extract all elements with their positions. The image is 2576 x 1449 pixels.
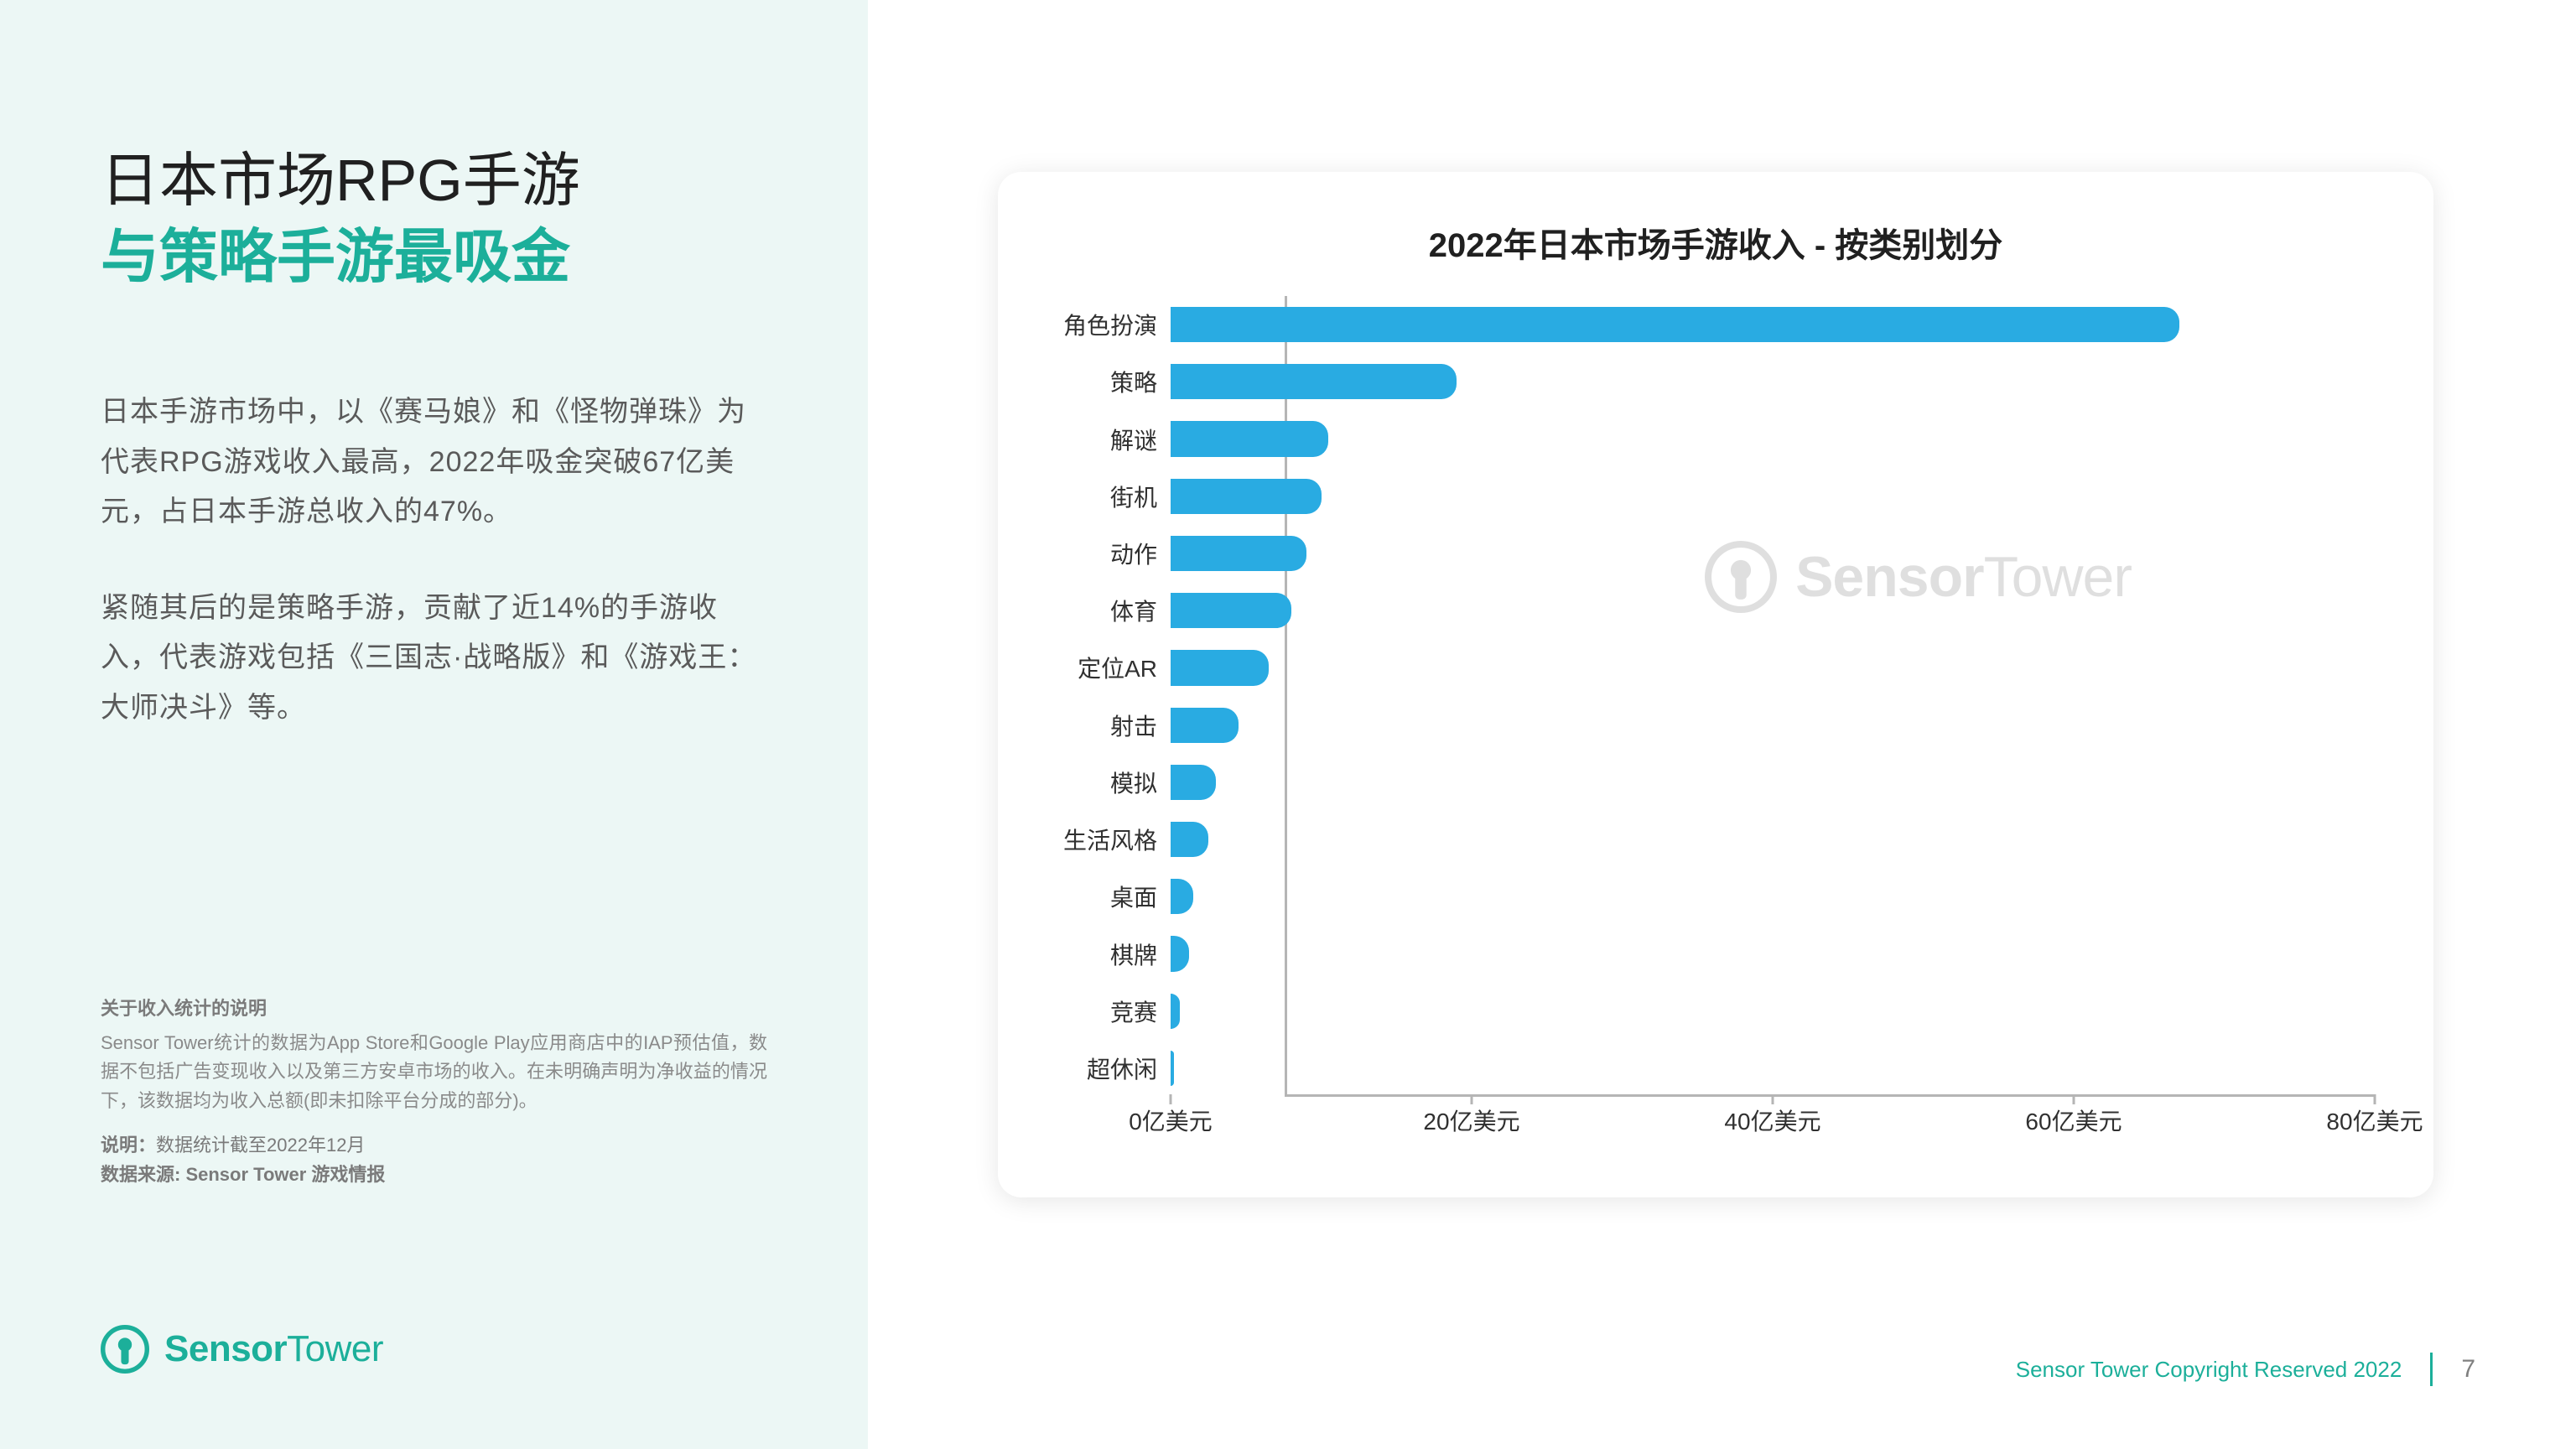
bar-label: 街机: [1110, 480, 1157, 513]
bar: [1171, 994, 1180, 1029]
brand-word-1: Sensor: [164, 1328, 287, 1369]
x-tick-label: 0亿美元: [1129, 1104, 1213, 1137]
chart-row: 定位AR: [1171, 639, 2375, 696]
bar: [1171, 708, 1239, 743]
footnotes: 关于收入统计的说明 Sensor Tower统计的数据为App Store和Go…: [101, 994, 767, 1189]
bar-label: 竞赛: [1110, 995, 1157, 1028]
bar-label: 棋牌: [1110, 937, 1157, 971]
bar-label: 生活风格: [1063, 823, 1157, 856]
bar-label: 策略: [1110, 365, 1157, 398]
notes-line-2: 数据来源: Sensor Tower 游戏情报: [101, 1160, 767, 1189]
chart-row: 体育: [1171, 582, 2375, 639]
bar: [1171, 650, 1269, 685]
paragraph-2: 紧随其后的是策略手游，贡献了近14%的手游收入，代表游戏包括《三国志·战略版》和…: [101, 584, 767, 734]
bar: [1171, 936, 1189, 971]
bar-label: 动作: [1110, 537, 1157, 570]
x-tick-label: 20亿美元: [1423, 1104, 1519, 1137]
x-tick-label: 80亿美元: [2326, 1104, 2423, 1137]
brand-logo: SensorTower: [101, 1325, 383, 1374]
bar-label: 桌面: [1110, 880, 1157, 913]
notes-line-2-value: Sensor Tower 游戏情报: [185, 1164, 385, 1185]
bar-label: 体育: [1110, 594, 1157, 627]
bar-label: 超休闲: [1087, 1052, 1157, 1085]
notes-line-1: 说明：数据统计截至2022年12月: [101, 1130, 767, 1160]
bar-label: 模拟: [1110, 766, 1157, 799]
bar: [1171, 307, 2179, 342]
bar-label: 定位AR: [1078, 651, 1157, 684]
bar: [1171, 364, 1457, 399]
chart-row: 桌面: [1171, 868, 2375, 925]
chart-row: 街机: [1171, 468, 2375, 525]
copyright-text: Sensor Tower Copyright Reserved 2022: [2016, 1357, 2402, 1383]
chart-row: 竞赛: [1171, 983, 2375, 1040]
x-tick-labels: 0亿美元20亿美元40亿美元60亿美元80亿美元: [1171, 1097, 2375, 1147]
chart-row: 策略: [1171, 353, 2375, 410]
bar: [1171, 479, 1322, 514]
notes-line-2-label: 数据来源:: [101, 1164, 185, 1185]
bar: [1171, 421, 1328, 456]
bar: [1171, 1051, 1174, 1086]
bar: [1171, 879, 1193, 914]
chart-row: 角色扮演: [1171, 296, 2375, 353]
brand-word-2: Tower: [287, 1328, 383, 1369]
notes-heading: 关于收入统计的说明: [101, 994, 767, 1021]
notes-line-1-label: 说明：: [101, 1135, 156, 1156]
bar: [1171, 536, 1306, 571]
bar-label: 射击: [1110, 709, 1157, 742]
bar: [1171, 765, 1216, 800]
notes-line-1-value: 数据统计截至2022年12月: [156, 1135, 365, 1156]
bar: [1171, 822, 1208, 857]
paragraph-1: 日本手游市场中，以《赛马娘》和《怪物弹珠》为代表RPG游戏收入最高，2022年吸…: [101, 387, 767, 538]
chart-row: 射击: [1171, 697, 2375, 754]
left-panel: 日本市场RPG手游 与策略手游最吸金 日本手游市场中，以《赛马娘》和《怪物弹珠》…: [0, 0, 868, 1449]
slide-title-line1: 日本市场RPG手游: [101, 143, 767, 219]
chart-title: 2022年日本市场手游收入 - 按类别划分: [1057, 218, 2375, 267]
slide-footer: Sensor Tower Copyright Reserved 2022 7: [2016, 1353, 2475, 1386]
notes-body: Sensor Tower统计的数据为App Store和Google Play应…: [101, 1029, 767, 1114]
footer-divider: [2430, 1353, 2433, 1386]
chart-row: 生活风格: [1171, 811, 2375, 868]
chart-row: 超休闲: [1171, 1040, 2375, 1097]
sensortower-icon: [101, 1325, 149, 1374]
page-number: 7: [2461, 1355, 2475, 1384]
chart-rows: 角色扮演策略解谜街机动作体育定位AR射击模拟生活风格桌面棋牌竞赛超休闲: [1057, 296, 2375, 1097]
right-panel: 2022年日本市场手游收入 - 按类别划分 角色扮演策略解谜街机动作体育定位AR…: [868, 0, 2576, 1449]
chart-row: 棋牌: [1171, 925, 2375, 982]
bar-label: 角色扮演: [1063, 308, 1157, 341]
bar: [1171, 593, 1291, 628]
bar-label: 解谜: [1110, 423, 1157, 456]
chart-row: 模拟: [1171, 754, 2375, 811]
chart-row: 解谜: [1171, 410, 2375, 467]
chart-plot: 角色扮演策略解谜街机动作体育定位AR射击模拟生活风格桌面棋牌竞赛超休闲 0亿美元…: [1057, 296, 2375, 1147]
slide-title-line2: 与策略手游最吸金: [101, 219, 767, 295]
chart-row: 动作: [1171, 525, 2375, 582]
chart-card: 2022年日本市场手游收入 - 按类别划分 角色扮演策略解谜街机动作体育定位AR…: [998, 172, 2433, 1197]
brand-logo-text: SensorTower: [164, 1328, 383, 1370]
x-tick-label: 40亿美元: [1724, 1104, 1820, 1137]
x-tick-label: 60亿美元: [2025, 1104, 2122, 1137]
